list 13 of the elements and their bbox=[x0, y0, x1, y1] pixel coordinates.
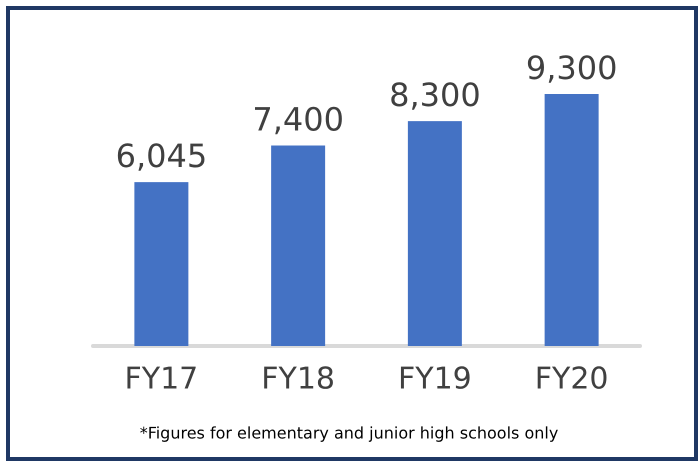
data-label: 8,300 bbox=[389, 76, 481, 114]
bar bbox=[271, 145, 326, 346]
x-tick-label: FY19 bbox=[398, 362, 472, 396]
text: *Figures for elementary and junior high schools only bbox=[140, 424, 558, 442]
x-tick-label: FY17 bbox=[124, 362, 198, 396]
bar bbox=[544, 94, 599, 346]
data-label: 6,045 bbox=[116, 137, 208, 176]
x-tick-label: FY20 bbox=[534, 362, 609, 396]
bar bbox=[134, 182, 188, 346]
data-label: 7,400 bbox=[252, 100, 344, 138]
x-tick-label: FY18 bbox=[261, 362, 336, 396]
bar bbox=[408, 121, 462, 346]
data-label: 9,300 bbox=[526, 48, 618, 87]
